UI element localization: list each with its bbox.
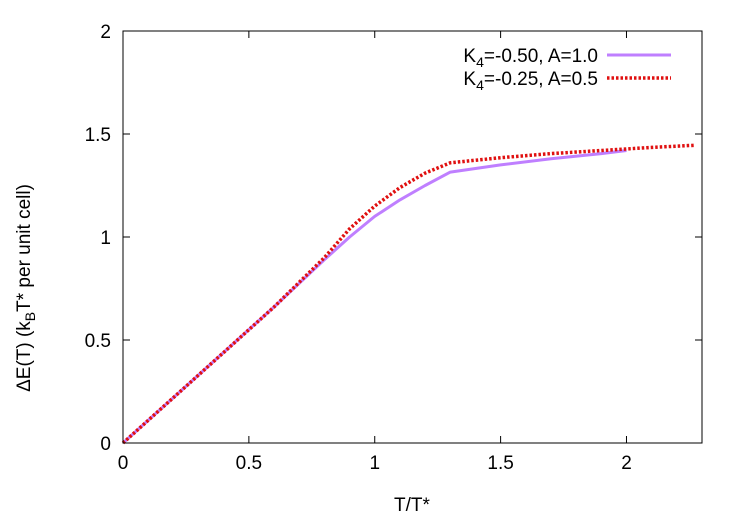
x-axis-title: T/T*: [394, 495, 430, 516]
y-axis-title-prefix: ΔE(T) (k: [14, 321, 35, 392]
x-tick-label: 2: [621, 453, 632, 474]
y-tick-label: 0.5: [85, 331, 111, 352]
series-line-1: [121, 149, 627, 445]
x-tick-label: 1.5: [487, 453, 513, 474]
y-tick-label: 1.5: [85, 125, 111, 146]
series-line-2: [121, 143, 695, 445]
y-axis-title-suffix: T* per unit cell): [14, 184, 35, 312]
x-tick-label: 0.5: [236, 453, 262, 474]
x-tick-label: 0: [118, 453, 129, 474]
legend-label-1: K4=-0.50, A=1.0: [463, 46, 598, 70]
legend: K4=-0.50, A=1.0K4=-0.25, A=0.5: [463, 46, 671, 93]
y-tick-label: 0: [100, 434, 111, 455]
y-tick-label: 2: [100, 22, 111, 43]
legend-label-2: K4=-0.25, A=0.5: [463, 69, 598, 93]
axis-ticks: 0 0.5 1 1.5 2 0 0.5 1 1.5 2: [85, 22, 702, 474]
y-axis-title-sub: B: [22, 312, 38, 321]
y-axis-title: ΔE(T) (kBT* per unit cell): [14, 184, 38, 392]
series-layer: [121, 143, 695, 445]
y-axis-label: ΔE(T) (kBT* per unit cell): [14, 184, 38, 392]
x-tick-label: 1: [369, 453, 380, 474]
y-tick-label: 1: [100, 228, 111, 249]
plot-frame: [122, 30, 703, 444]
